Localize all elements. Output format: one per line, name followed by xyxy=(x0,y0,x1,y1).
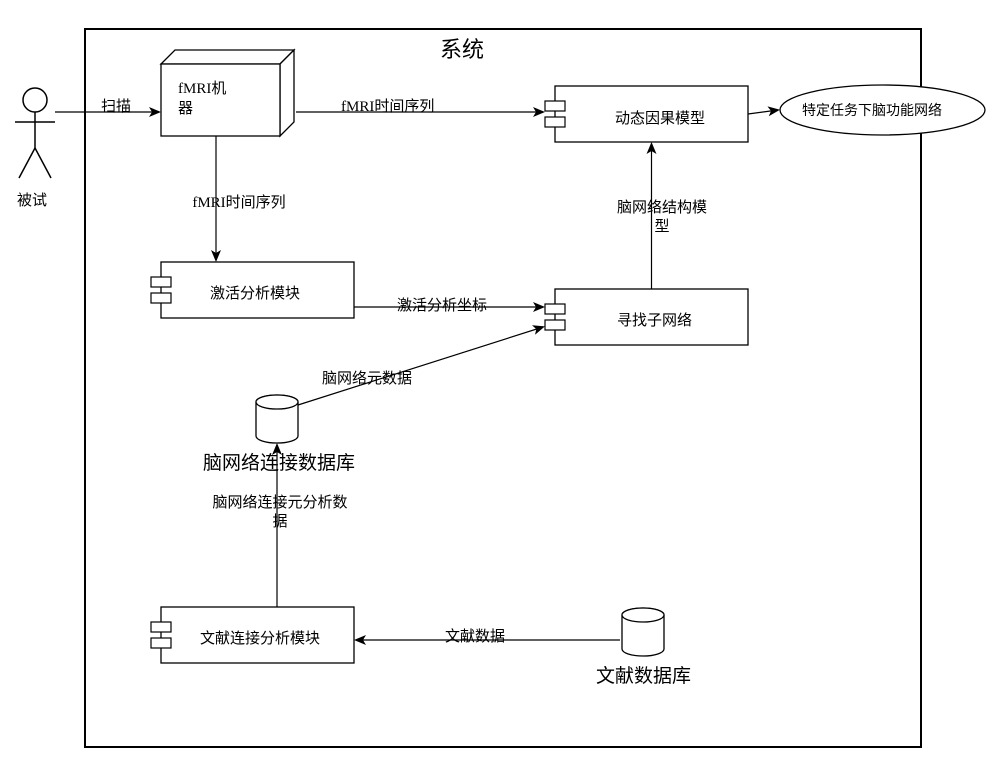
edge-actcoord-label: 激活分析坐标 xyxy=(397,294,487,315)
node-activation-label: 激活分析模块 xyxy=(210,282,300,303)
node-fmri-label: fMRI机器 xyxy=(178,80,226,119)
node-litmod-label: 文献连接分析模块 xyxy=(200,627,320,648)
edge-litdata-label: 文献数据 xyxy=(445,625,505,646)
edge-metaana-label: 脑网络连接元分析数据 xyxy=(200,494,360,532)
node-output-label: 特定任务下脑功能网络 xyxy=(802,100,942,120)
db-brain-label: 脑网络连接数据库 xyxy=(203,448,355,475)
db-lit-label: 文献数据库 xyxy=(596,661,691,688)
edge-ts1-label: fMRI时间序列 xyxy=(341,95,434,116)
node-subnet-label: 寻找子网络 xyxy=(617,309,692,330)
edge-scan-label: 扫描 xyxy=(101,95,131,116)
node-dcm-label: 动态因果模型 xyxy=(615,107,705,128)
system-title: 系统 xyxy=(440,32,484,64)
edge-ts2-label: fMRI时间序列 xyxy=(189,191,289,212)
edge-struct-label: 脑网络结构模型 xyxy=(602,199,722,237)
edge-meta-label: 脑网络元数据 xyxy=(322,367,412,388)
actor-label: 被试 xyxy=(17,189,47,210)
